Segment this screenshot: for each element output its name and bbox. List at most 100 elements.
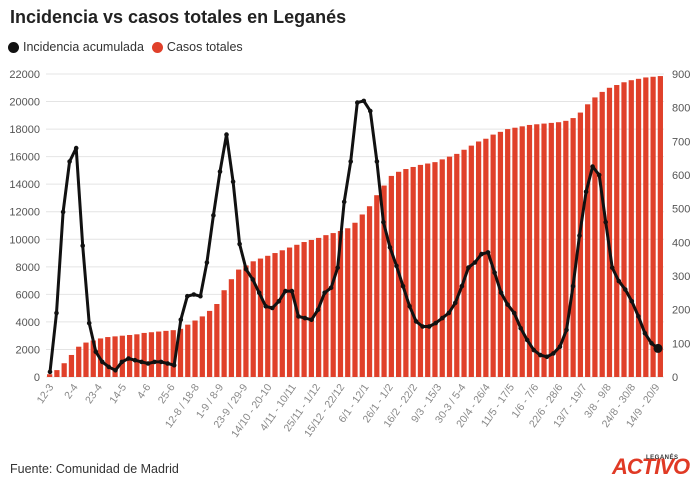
bar-casos <box>374 195 380 377</box>
point-incidencia <box>106 364 112 370</box>
bar-casos <box>505 129 511 377</box>
point-incidencia <box>368 108 373 114</box>
point-incidencia <box>531 347 537 353</box>
left-axis-tick-label: 14000 <box>9 179 40 191</box>
point-incidencia <box>185 293 190 299</box>
right-axis-tick-label: 700 <box>672 136 690 148</box>
point-incidencia <box>544 354 550 360</box>
point-incidencia <box>86 320 92 326</box>
bar-casos <box>170 330 176 377</box>
bar-casos <box>330 233 336 377</box>
legend-swatch-incidencia <box>8 41 19 53</box>
point-incidencia <box>596 172 602 178</box>
point-incidencia <box>158 359 164 365</box>
right-axis-tick-label: 400 <box>672 237 690 249</box>
point-incidencia <box>126 356 131 361</box>
point-incidencia <box>93 349 99 355</box>
legend-item-casos[interactable]: Casos totales <box>151 40 243 54</box>
point-incidencia <box>453 300 458 306</box>
bar-casos <box>206 310 213 377</box>
point-incidencia <box>583 189 589 195</box>
point-incidencia <box>256 290 262 296</box>
bar-casos <box>134 334 140 377</box>
point-incidencia <box>178 317 184 323</box>
bar-casos <box>388 175 394 377</box>
bar-casos <box>148 332 155 377</box>
point-incidencia <box>426 324 432 329</box>
right-axis-tick-label: 100 <box>672 338 690 350</box>
bar-casos <box>439 159 445 377</box>
left-axis-tick-label: 2000 <box>16 344 40 356</box>
point-incidencia <box>60 209 66 215</box>
point-incidencia <box>113 368 118 373</box>
bar-casos <box>432 162 438 377</box>
point-incidencia <box>479 251 484 257</box>
point-incidencia <box>152 359 157 365</box>
bar-casos <box>417 164 424 377</box>
bar-casos <box>606 87 613 377</box>
bar-casos <box>192 320 198 377</box>
point-incidencia <box>538 352 543 358</box>
bar-casos <box>177 328 184 377</box>
point-incidencia <box>400 283 406 289</box>
bar-casos <box>614 85 620 377</box>
bar-casos <box>337 231 344 377</box>
point-incidencia <box>217 169 223 174</box>
x-axis-tick-label: 12-3 <box>35 382 57 406</box>
x-axis-tick-label: 14-5 <box>107 382 129 406</box>
point-incidencia <box>139 359 144 365</box>
bar-casos <box>76 346 82 377</box>
point-incidencia <box>211 213 216 218</box>
bar-casos <box>286 247 293 377</box>
bar-casos <box>446 156 453 377</box>
bar-casos <box>577 112 584 378</box>
legend: Incidencia acumulada Casos totales <box>8 40 251 54</box>
left-axis-tick-label: 4000 <box>16 317 40 329</box>
point-incidencia <box>387 245 393 250</box>
activo-logo: ACTIVO LEGANÉS <box>612 454 690 482</box>
point-incidencia <box>492 270 497 275</box>
point-incidencia <box>54 310 59 316</box>
bar-casos <box>657 76 663 377</box>
bar-casos <box>141 332 147 377</box>
bar-casos <box>497 131 504 377</box>
bar-casos <box>628 80 634 377</box>
point-incidencia <box>289 288 295 294</box>
point-incidencia <box>551 351 556 356</box>
point-incidencia <box>440 315 445 321</box>
legend-item-incidencia[interactable]: Incidencia acumulada <box>8 40 144 54</box>
bar-casos <box>512 127 518 377</box>
point-incidencia <box>629 299 635 304</box>
bar-casos <box>126 334 133 377</box>
point-incidencia <box>511 310 517 316</box>
chart-title: Incidencia vs casos totales en Leganés <box>10 7 347 27</box>
point-incidencia <box>67 159 72 164</box>
legend-label-incidencia: Incidencia acumulada <box>23 40 144 54</box>
left-axis-tick-label: 8000 <box>16 262 40 274</box>
bar-casos <box>635 78 642 377</box>
bar-casos <box>301 242 307 377</box>
legend-swatch-casos <box>151 41 163 53</box>
right-axis-tick-label: 200 <box>672 305 690 317</box>
x-axis-tick-label: 23-4 <box>83 382 105 406</box>
bar-casos <box>68 354 75 377</box>
left-axis-tick-label: 0 <box>34 372 40 384</box>
point-incidencia <box>381 219 386 225</box>
bar-casos <box>323 235 329 377</box>
bar-casos <box>308 239 314 377</box>
point-incidencia <box>564 327 569 333</box>
bar-casos <box>621 82 627 377</box>
bar-casos <box>519 126 525 377</box>
bar-casos <box>366 206 373 377</box>
point-incidencia <box>472 260 478 265</box>
bar-casos <box>265 255 271 377</box>
point-incidencia <box>407 304 412 309</box>
left-axis-tick-label: 6000 <box>16 289 40 301</box>
bar-casos <box>54 370 60 377</box>
bar-casos <box>541 123 547 377</box>
bar-casos <box>257 258 264 377</box>
bar-casos <box>425 163 431 377</box>
bar-casos <box>185 324 191 377</box>
bar-casos <box>548 122 554 377</box>
x-axis-tick-label: 2-4 <box>62 382 81 401</box>
